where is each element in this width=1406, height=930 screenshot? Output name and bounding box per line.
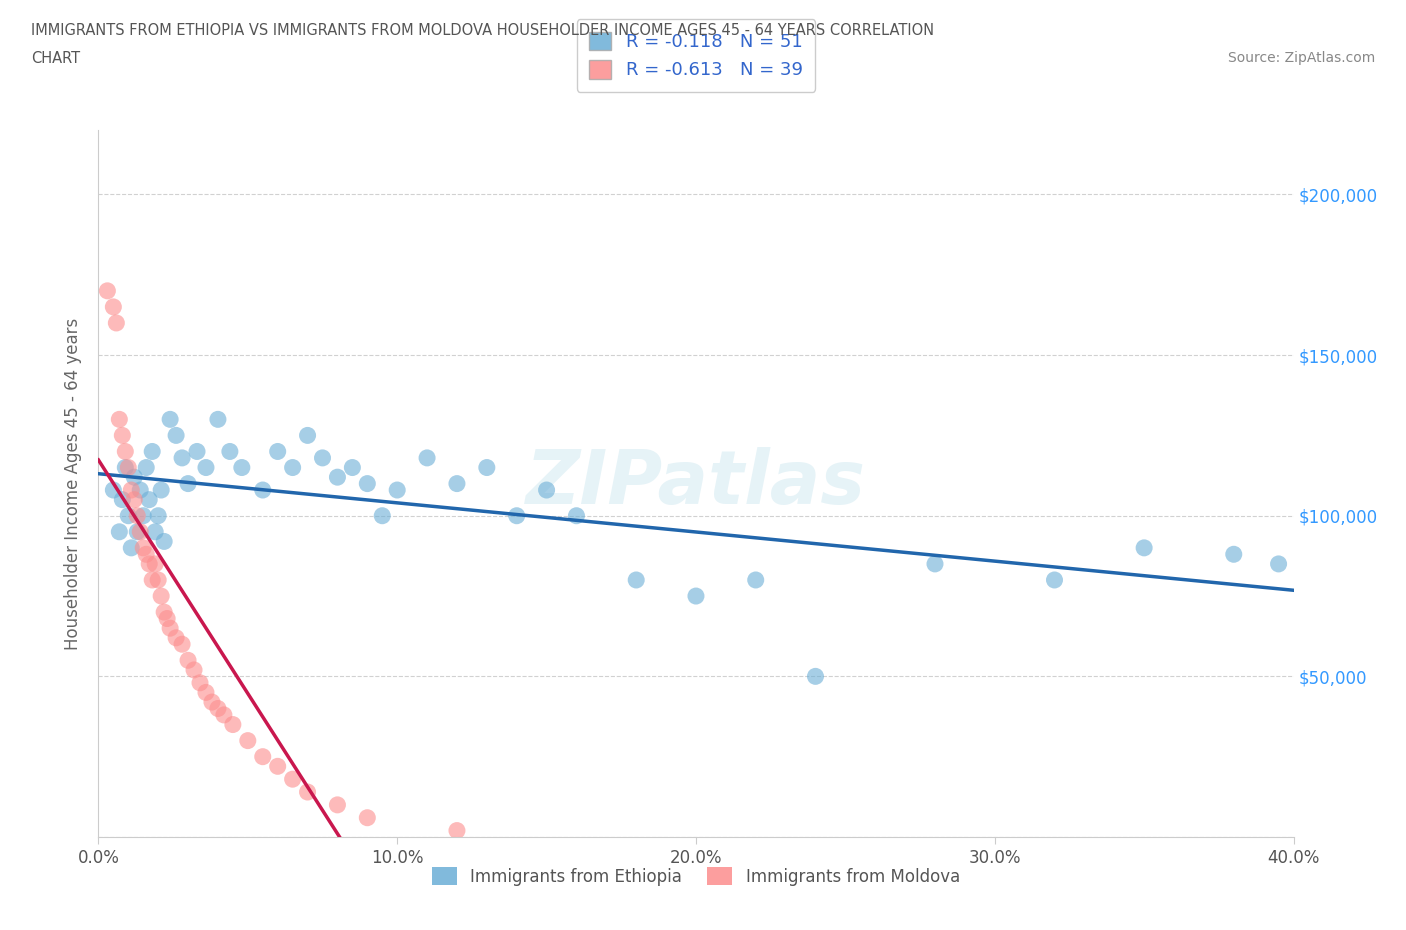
Point bbox=[188, 675, 211, 690]
Point bbox=[165, 631, 187, 645]
Point bbox=[135, 547, 157, 562]
Point bbox=[111, 428, 134, 443]
Point bbox=[150, 483, 173, 498]
Text: CHART: CHART bbox=[31, 51, 80, 66]
Point bbox=[141, 444, 163, 458]
Point bbox=[135, 460, 157, 475]
Point bbox=[150, 589, 173, 604]
Point bbox=[536, 483, 558, 498]
Point bbox=[1133, 540, 1156, 555]
Point bbox=[475, 460, 498, 475]
Point bbox=[1267, 556, 1289, 571]
Point bbox=[416, 450, 439, 465]
Point bbox=[129, 483, 152, 498]
Point bbox=[183, 662, 205, 677]
Point bbox=[153, 604, 176, 619]
Point bbox=[385, 483, 409, 498]
Point bbox=[212, 708, 235, 723]
Point bbox=[156, 611, 179, 626]
Point bbox=[132, 509, 155, 524]
Point bbox=[132, 540, 155, 555]
Point bbox=[108, 525, 131, 539]
Point bbox=[252, 483, 274, 498]
Point bbox=[356, 810, 378, 825]
Point bbox=[108, 412, 131, 427]
Point bbox=[446, 476, 468, 491]
Point bbox=[143, 525, 166, 539]
Point bbox=[117, 460, 139, 475]
Point bbox=[236, 733, 259, 748]
Point bbox=[1223, 547, 1246, 562]
Point bbox=[281, 772, 304, 787]
Point bbox=[326, 797, 349, 812]
Point bbox=[685, 589, 707, 604]
Point bbox=[207, 701, 229, 716]
Point bbox=[129, 525, 152, 539]
Point bbox=[446, 823, 468, 838]
Point bbox=[172, 637, 194, 652]
Point bbox=[252, 750, 274, 764]
Point bbox=[114, 460, 136, 475]
Point bbox=[127, 525, 149, 539]
Point bbox=[804, 669, 827, 684]
Point bbox=[506, 509, 529, 524]
Point bbox=[159, 620, 181, 635]
Text: IMMIGRANTS FROM ETHIOPIA VS IMMIGRANTS FROM MOLDOVA HOUSEHOLDER INCOME AGES 45 -: IMMIGRANTS FROM ETHIOPIA VS IMMIGRANTS F… bbox=[31, 23, 934, 38]
Point bbox=[124, 492, 146, 507]
Point bbox=[565, 509, 588, 524]
Point bbox=[103, 299, 125, 314]
Point bbox=[201, 695, 224, 710]
Point bbox=[267, 759, 290, 774]
Point bbox=[281, 460, 304, 475]
Point bbox=[103, 483, 125, 498]
Text: Source: ZipAtlas.com: Source: ZipAtlas.com bbox=[1227, 51, 1375, 65]
Point bbox=[120, 540, 142, 555]
Point bbox=[111, 492, 134, 507]
Point bbox=[371, 509, 394, 524]
Point bbox=[124, 470, 146, 485]
Point bbox=[148, 509, 170, 524]
Text: ZIPatlas: ZIPatlas bbox=[526, 447, 866, 520]
Point bbox=[114, 444, 136, 458]
Point bbox=[356, 476, 378, 491]
Point bbox=[219, 444, 242, 458]
Point bbox=[745, 573, 768, 588]
Point bbox=[297, 428, 319, 443]
Point bbox=[195, 460, 218, 475]
Point bbox=[143, 556, 166, 571]
Point bbox=[148, 573, 170, 588]
Point bbox=[626, 573, 648, 588]
Point bbox=[138, 492, 160, 507]
Point bbox=[297, 785, 319, 800]
Point bbox=[195, 685, 218, 700]
Point bbox=[117, 509, 139, 524]
Point bbox=[96, 284, 118, 299]
Point bbox=[165, 428, 187, 443]
Point bbox=[267, 444, 290, 458]
Point bbox=[1043, 573, 1066, 588]
Legend: Immigrants from Ethiopia, Immigrants from Moldova: Immigrants from Ethiopia, Immigrants fro… bbox=[426, 861, 966, 892]
Point bbox=[127, 509, 149, 524]
Point bbox=[153, 534, 176, 549]
Point bbox=[172, 450, 194, 465]
Point bbox=[120, 483, 142, 498]
Point bbox=[326, 470, 349, 485]
Point bbox=[159, 412, 181, 427]
Point bbox=[177, 476, 200, 491]
Y-axis label: Householder Income Ages 45 - 64 years: Householder Income Ages 45 - 64 years bbox=[65, 317, 83, 650]
Point bbox=[141, 573, 163, 588]
Point bbox=[207, 412, 229, 427]
Point bbox=[924, 556, 946, 571]
Point bbox=[311, 450, 333, 465]
Point bbox=[105, 315, 128, 330]
Point bbox=[342, 460, 364, 475]
Point bbox=[186, 444, 208, 458]
Point bbox=[222, 717, 245, 732]
Point bbox=[177, 653, 200, 668]
Point bbox=[231, 460, 253, 475]
Point bbox=[138, 556, 160, 571]
